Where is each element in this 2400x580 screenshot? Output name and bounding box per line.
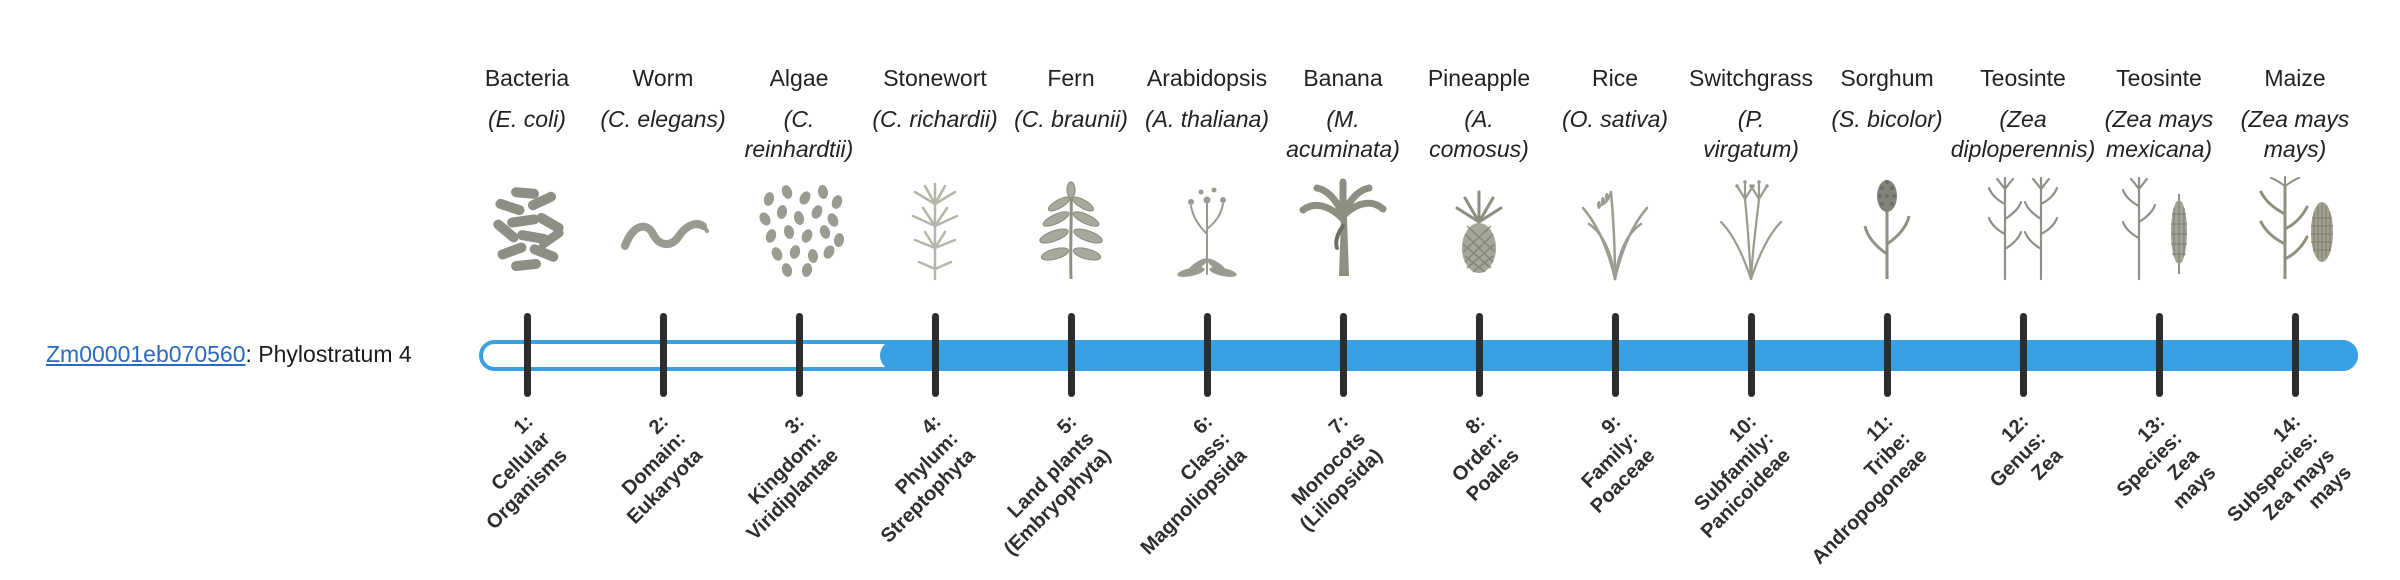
phylostratum-tick [2155,313,2163,397]
phylostratum-tick [1747,313,1755,397]
organism-scientific-name: (P. virgatum) [1703,106,1799,162]
phylostratum-tick [1339,313,1347,397]
phylostrata-bar-fill [880,340,2358,371]
phylostratum-tick [1475,313,1483,397]
phylostratum-tick [523,313,531,397]
phylostratum-label: 13: Species: Zea mays [2112,410,2221,514]
phylostratum-column: Worm (C. elegans) 2: Domain: Eukaryota [595,0,731,580]
organism-scientific-name: (Zea mays mays) [2240,106,2350,162]
phylostratum-column: Stonewort (C. richardii) 4: Phylum: Stre… [867,0,1003,580]
organism-common-name: Switchgrass [1689,65,1813,91]
phylostratum-column: Bacteria (E. coli) 1: Cellular Organisms [459,0,595,580]
phylostratum-column: Banana (M. acuminata) 7: Monocots (Lilio… [1275,0,1411,580]
organism-common-name: Teosinte [2116,65,2202,91]
maize-icon [2240,172,2350,284]
phylostratum-label: 12: Genus: Zea [1985,410,2068,492]
organism-common-name: Rice [1591,65,1638,91]
organism-scientific-name: (C. richardii) [872,106,998,132]
organism-scientific-name: (A. thaliana) [1144,106,1269,132]
organism-scientific-name: (Zea mays mexicana) [2104,106,2214,162]
organism-common-name: Worm [632,65,694,91]
organism-scientific-name: (O. sativa) [1561,106,1669,132]
phylostratum-label: 2: Domain: Eukaryota [618,410,708,529]
organism-scientific-name: (M. acuminata) [1286,106,1400,162]
phylostratum-tick [2291,313,2299,397]
phylostratum-tick [1883,313,1891,397]
organism-scientific-name: (E. coli) [488,106,566,132]
organism-common-name: Bacteria [484,65,570,91]
organism-scientific-name: (C. braunii) [1014,106,1128,132]
phylostratum-tick [1611,313,1619,397]
phylostratum-column: Fern (C. braunii) 5: Land plants (Embryo… [1000,0,1139,580]
phylostratum-column: Teosinte (Zea diploperennis) 12: Genus: … [1951,0,2095,580]
phylostratum-label: 14: Subspecies: Zea mays mays [2223,410,2357,527]
switchgrass-icon [1696,172,1806,284]
organism-scientific-name: (Zea diploperennis) [1950,106,2096,162]
phylostratum-text: : Phylostratum 4 [245,341,412,367]
phylostratum-column: Teosinte (Zea mays mexicana) 13: Species… [2091,0,2227,580]
phylostratum-label: 7: Monocots (Liliopsida) [1287,410,1388,536]
phylostratum-tick [2019,313,2027,397]
teosinte-mexicana-icon [2104,172,2214,284]
organism-common-name: Banana [1303,65,1383,91]
fern-icon [1016,172,1126,284]
phylostratum-column: Maize (Zea mays mays) 14: Subspecies: Ze… [2223,0,2363,580]
phylostratum-column: Switchgrass (P. virgatum) 10: Subfamily:… [1683,0,1819,580]
phylostratum-label: 8: Order: Poales [1447,410,1524,506]
phylostratum-tick [1067,313,1075,397]
organism-scientific-name: (A. comosus) [1429,106,1529,162]
teosinte-diploperennis-icon [1968,172,2078,284]
phylostratum-tick [1203,313,1211,397]
phylostratum-label: 9: Family: Poaceae [1577,410,1660,518]
organism-common-name: Algae [769,65,829,91]
organism-common-name: Fern [1047,65,1095,91]
phylostratum-column: Pineapple (A. comosus) 8: Order: Poales [1411,0,1547,580]
phylostratum-tick [931,313,939,397]
pineapple-icon [1424,172,1534,284]
organism-scientific-name: (S. bicolor) [1831,106,1943,132]
organism-common-name: Arabidopsis [1146,65,1268,91]
organism-scientific-name: (C. reinhardtii) [744,106,854,162]
phylostratum-tick [795,313,803,397]
worm-icon [608,172,718,284]
gene-id-link[interactable]: Zm00001eb070560 [46,341,246,367]
organism-common-name: Teosinte [1980,65,2066,91]
algae-icon [744,172,854,284]
organism-scientific-name: (C. elegans) [600,106,726,132]
bacteria-icon [472,172,582,284]
phylostratum-column: Rice (O. sativa) 9: Family: Poaceae [1547,0,1683,580]
organism-common-name: Stonewort [883,65,987,91]
organism-common-name: Sorghum [1840,65,1934,91]
phylostratum-column: Arabidopsis (A. thaliana) 6: Class: Magn… [1137,0,1275,580]
gene-label: Zm00001eb070560: Phylostratum 4 [46,339,412,370]
phylostratum-column: Sorghum (S. bicolor) 11: Tribe: Andropog… [1807,0,1955,580]
stonewort-icon [880,172,990,284]
phylostratum-tick [659,313,667,397]
sorghum-icon [1832,172,1942,284]
banana-icon [1288,172,1398,284]
phylostratum-label: 1: Cellular Organisms [481,410,572,535]
rice-icon [1560,172,1670,284]
organism-common-name: Pineapple [1427,65,1531,91]
phylostratum-column: Algae (C. reinhardtii) 3: Kingdom: Virid… [731,0,867,580]
arabidopsis-icon [1152,172,1262,284]
phylostratum-label: 10: Subfamily: Panicoideae [1690,410,1796,543]
organism-common-name: Maize [2264,65,2326,91]
